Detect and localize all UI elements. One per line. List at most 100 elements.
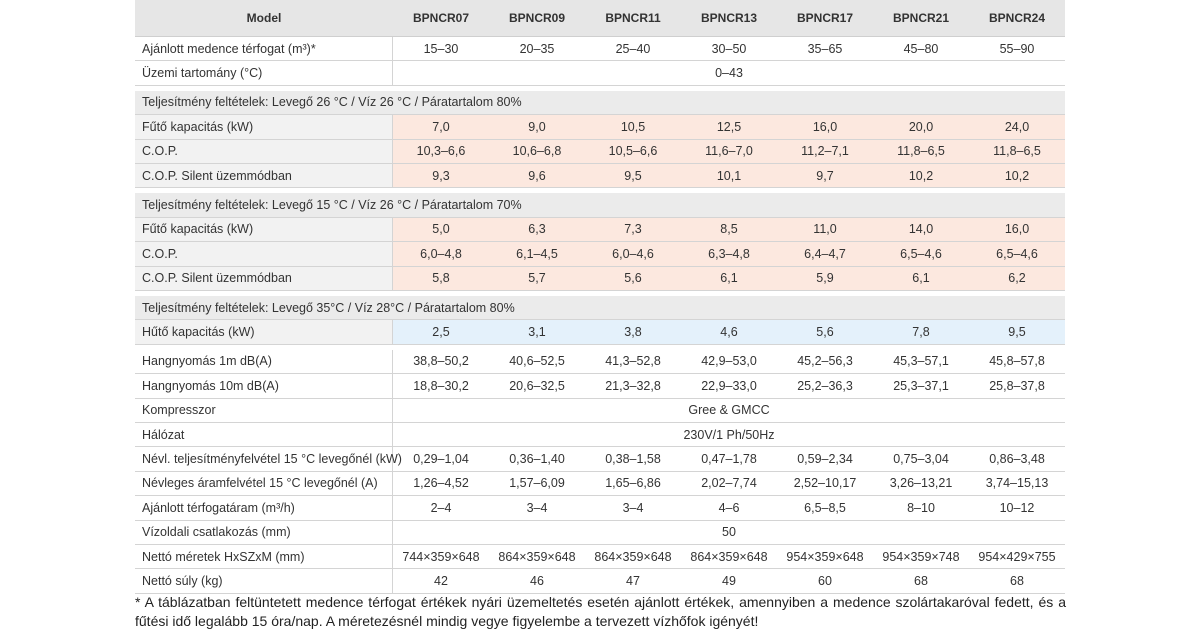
value-cell: 6,4–4,7 <box>777 242 873 267</box>
value-cell: 744×359×648 <box>393 545 489 570</box>
section-title: Teljesítmény feltételek: Levegő 35°C / V… <box>135 296 1065 321</box>
value-cell: 6,1–4,5 <box>489 242 585 267</box>
value-cell: 16,0 <box>969 217 1065 243</box>
row-label: Fűtő kapacitás (kW) <box>135 217 393 243</box>
value-cell: 46 <box>489 569 585 594</box>
row-label: Vízoldali csatlakozás (mm) <box>135 520 393 545</box>
value-cell: 1,26–4,52 <box>393 472 489 497</box>
value-cell: 9,7 <box>777 164 873 189</box>
value-cell: 20,0 <box>873 115 969 140</box>
row-label: Névl. teljesítményfelvétel 15 °C levegőn… <box>135 447 402 472</box>
row-label: Ajánlott térfogatáram (m³/h) <box>135 496 393 521</box>
value-cell: 954×359×648 <box>777 545 873 570</box>
row-label: Névleges áramfelvétel 15 °C levegőnél (A… <box>135 471 393 497</box>
row-label: Üzemi tartomány (°C) <box>135 61 393 86</box>
value-cell: 0,29–1,04 <box>393 447 489 472</box>
value-cell: 42,9–53,0 <box>681 350 777 375</box>
value-cell: 5,8 <box>393 266 489 291</box>
value-cell: 9,6 <box>489 164 585 189</box>
value-cell: 24,0 <box>969 115 1065 140</box>
value-cell: 3,26–13,21 <box>873 472 969 497</box>
value-cell: 11,8–6,5 <box>969 139 1065 164</box>
value-cell: 9,5 <box>585 164 681 189</box>
row-label: C.O.P. Silent üzemmódban <box>135 164 393 189</box>
value-cell: 49 <box>681 569 777 594</box>
value-cell: 0,47–1,78 <box>681 447 777 472</box>
row-label: Ajánlott medence térfogat (m³)* <box>135 37 393 62</box>
value-cell: 38,8–50,2 <box>393 350 489 375</box>
value-cell: 2,02–7,74 <box>681 472 777 497</box>
model-header: BPNCR09 <box>489 0 585 37</box>
value-cell: 50 <box>393 521 1065 545</box>
value-cell: 0,75–3,04 <box>873 447 969 472</box>
value-cell: 41,3–52,8 <box>585 350 681 375</box>
value-cell: 6,3 <box>489 217 585 243</box>
value-cell: 6,2 <box>969 266 1065 291</box>
value-cell: 6,3–4,8 <box>681 242 777 267</box>
model-header: BPNCR24 <box>969 0 1065 37</box>
value-cell: 45–80 <box>873 37 969 62</box>
value-cell: 0,59–2,34 <box>777 447 873 472</box>
value-cell: 4–6 <box>681 496 777 521</box>
value-cell: 20,6–32,5 <box>489 374 585 399</box>
value-cell: 22,9–33,0 <box>681 374 777 399</box>
row-label: Nettó méretek HxSZxM (mm) <box>135 545 393 570</box>
value-cell: 0,86–3,48 <box>969 447 1065 472</box>
row-label: C.O.P. Silent üzemmódban <box>135 266 393 291</box>
row-label: Hűtő kapacitás (kW) <box>135 320 393 345</box>
value-cell: 68 <box>873 569 969 594</box>
value-cell: 12,5 <box>681 115 777 140</box>
value-cell: 5,6 <box>585 266 681 291</box>
header-label: Model <box>135 0 393 37</box>
value-cell: 0–43 <box>393 61 1065 86</box>
value-cell: 7,8 <box>873 320 969 345</box>
row-label: Hangnyomás 1m dB(A) <box>135 349 393 375</box>
value-cell: 45,3–57,1 <box>873 350 969 375</box>
value-cell: 7,3 <box>585 217 681 243</box>
row-label: C.O.P. <box>135 242 393 267</box>
value-cell: 3,8 <box>585 320 681 345</box>
value-cell: 5,0 <box>393 217 489 243</box>
section-title: Teljesítmény feltételek: Levegő 26 °C / … <box>135 90 1065 116</box>
value-cell: 9,5 <box>969 320 1065 345</box>
value-cell: 16,0 <box>777 115 873 140</box>
value-cell: 4,6 <box>681 320 777 345</box>
value-cell: 11,2–7,1 <box>777 139 873 164</box>
value-cell: 954×359×748 <box>873 545 969 570</box>
value-cell: 5,9 <box>777 266 873 291</box>
value-cell: 11,0 <box>777 217 873 243</box>
model-header: BPNCR21 <box>873 0 969 37</box>
value-cell: 230V/1 Ph/50Hz <box>393 423 1065 448</box>
value-cell: 18,8–30,2 <box>393 374 489 399</box>
row-label: Fűtő kapacitás (kW) <box>135 115 393 140</box>
row-label: Hangnyomás 10m dB(A) <box>135 374 393 399</box>
value-cell: 25,3–37,1 <box>873 374 969 399</box>
value-cell: 25,2–36,3 <box>777 374 873 399</box>
value-cell: 954×429×755 <box>969 545 1065 570</box>
row-label: Nettó súly (kg) <box>135 569 393 594</box>
value-cell: 21,3–32,8 <box>585 374 681 399</box>
section-title: Teljesítmény feltételek: Levegő 15 °C / … <box>135 193 1065 218</box>
value-cell: 5,7 <box>489 266 585 291</box>
value-cell: 2,52–10,17 <box>777 472 873 497</box>
value-cell: 7,0 <box>393 115 489 140</box>
value-cell: 40,6–52,5 <box>489 350 585 375</box>
value-cell: 6,0–4,8 <box>393 242 489 267</box>
value-cell: 45,8–57,8 <box>969 350 1065 375</box>
row-label: Kompresszor <box>135 398 393 423</box>
value-cell: 68 <box>969 569 1065 594</box>
value-cell: 6,5–4,6 <box>873 242 969 267</box>
value-cell: 60 <box>777 569 873 594</box>
value-cell: 2–4 <box>393 496 489 521</box>
value-cell: 20–35 <box>489 37 585 62</box>
value-cell: 15–30 <box>393 37 489 62</box>
value-cell: 864×359×648 <box>585 545 681 570</box>
value-cell: 6,5–4,6 <box>969 242 1065 267</box>
row-label: Hálózat <box>135 423 393 448</box>
model-header: BPNCR17 <box>777 0 873 37</box>
value-cell: 3–4 <box>489 496 585 521</box>
value-cell: 8–10 <box>873 496 969 521</box>
value-cell: 10,5–6,6 <box>585 139 681 164</box>
value-cell: 30–50 <box>681 37 777 62</box>
